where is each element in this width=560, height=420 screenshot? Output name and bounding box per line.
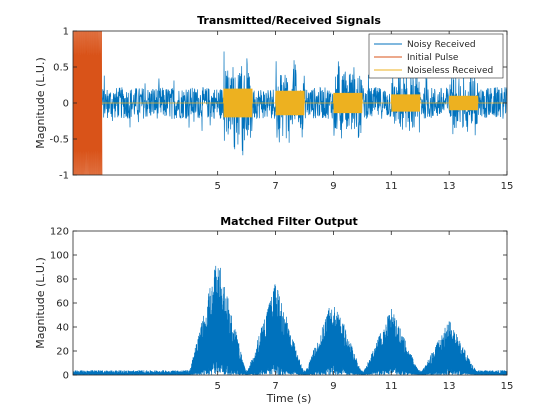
bottom-y-tick-label: 20 [56,347,69,358]
legend: Noisy Received Initial Pulse Noiseless R… [368,33,504,79]
legend-entry-noiseless: Noiseless Received [407,66,493,76]
bottom-y-tick-label: 100 [50,251,69,262]
legend-entry-noisy: Noisy Received [407,40,476,50]
top-ticks: 5 7 9 11 13 15 -1 -0.5 0 0.5 1 [49,27,513,193]
bottom-x-tick-label: 11 [385,381,398,392]
bottom-chart-title: Matched Filter Output [220,215,358,228]
bottom-x-tick-label: 7 [272,381,278,392]
bottom-x-tick-label: 15 [501,381,514,392]
top-x-tick-label: 11 [385,181,398,192]
top-y-tick-label: 1 [63,27,69,38]
top-x-tick-label: 15 [501,181,514,192]
bottom-y-tick-label: 0 [63,371,69,382]
top-y-tick-label: -1 [59,171,69,182]
top-axes: Transmitted/Received Signals 5 7 9 11 13 15 -1… [34,14,513,192]
legend-entry-initial: Initial Pulse [407,53,459,63]
series-initial-pulse [73,31,103,175]
top-x-tick-label: 7 [272,181,278,192]
bottom-y-tick-label: 80 [56,275,69,286]
top-series-group [73,31,507,175]
bottom-plot-area [73,265,507,375]
top-y-tick-label: 0 [63,99,69,110]
bottom-axes: Matched Filter Output 5 7 9 11 13 15 0 20 40 60 80… [34,215,513,405]
top-x-tick-label: 13 [443,181,456,192]
series-matched-filter-output [73,265,507,375]
bottom-x-tick-label: 9 [330,381,336,392]
bottom-y-tick-label: 120 [50,227,69,238]
bottom-series-group [73,265,507,375]
series-noiseless-received [73,88,507,118]
bottom-y-tick-label: 40 [56,323,69,334]
bottom-ticks: 5 7 9 11 13 15 0 20 40 60 80 100 120 [50,227,513,393]
bottom-x-tick-label: 13 [443,381,456,392]
top-plot-area [73,31,507,175]
top-y-axis-label: Magnitude (L.U.) [34,57,47,149]
bottom-y-axis-label: Magnitude (L.U.) [34,257,47,349]
bottom-x-axis-label: Time (s) [266,392,312,405]
legend-box [368,33,504,79]
top-x-tick-label: 5 [214,181,220,192]
top-y-tick-label: -0.5 [49,135,69,146]
bottom-x-tick-label: 5 [214,381,220,392]
bottom-y-tick-label: 60 [56,299,69,310]
top-chart-title: Transmitted/Received Signals [197,14,381,27]
top-x-tick-label: 9 [330,181,336,192]
top-y-tick-label: 0.5 [53,63,69,74]
